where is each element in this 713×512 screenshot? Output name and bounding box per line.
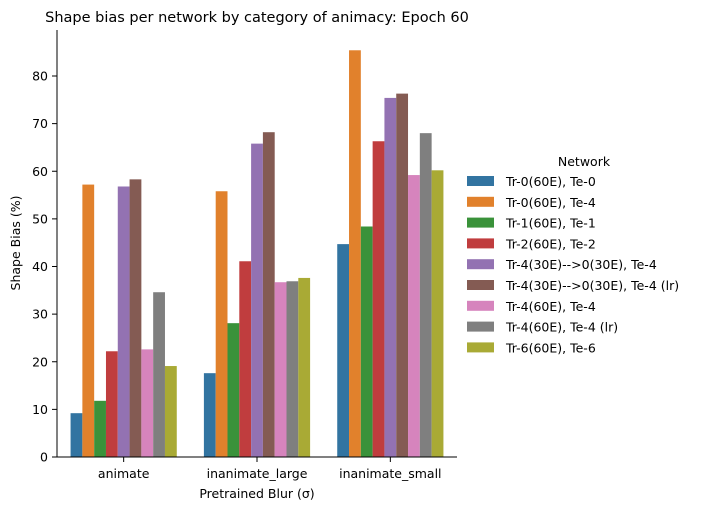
bar-animate-5 xyxy=(117,186,130,458)
bar-inanimate_large-1 xyxy=(203,373,216,457)
y-tick-label: 10 xyxy=(32,402,48,417)
legend-swatch xyxy=(467,259,494,270)
legend-swatch xyxy=(467,321,494,332)
bar-animate-9 xyxy=(164,366,177,457)
legend-items: Tr-0(60E), Te-0 Tr-0(60E), Te-4 Tr-1(60E),… xyxy=(467,174,679,355)
legend: Network Tr-0(60E), Te-0Tr-0(60E), Te-4Tr… xyxy=(467,154,679,355)
bar-animate-1 xyxy=(70,413,83,457)
bar-inanimate_large-4 xyxy=(239,261,252,457)
bar-inanimate_large-7 xyxy=(274,282,287,457)
y-tick-label: 80 xyxy=(32,69,48,84)
y-tick-label: 40 xyxy=(32,259,48,274)
bar-animate-2 xyxy=(82,184,95,457)
bar-inanimate_small-9 xyxy=(431,170,444,458)
legend-swatch xyxy=(467,217,494,228)
bar-animate-7 xyxy=(141,349,154,457)
legend-label: Tr-4(30E)-->0(30E), Te-4 (lr) xyxy=(505,278,679,293)
legend-swatch xyxy=(467,196,494,207)
bar-animate-8 xyxy=(153,292,165,457)
y-tick-label: 30 xyxy=(32,307,48,322)
bars-layer xyxy=(70,50,444,458)
legend-swatch xyxy=(467,300,494,311)
bar-inanimate_small-5 xyxy=(384,97,397,457)
bar-inanimate_large-9 xyxy=(298,277,311,457)
y-axis-label: Shape Bias (%) xyxy=(8,196,23,291)
bar-inanimate_small-4 xyxy=(372,141,385,457)
y-tick-label: 20 xyxy=(32,354,48,369)
legend-swatch xyxy=(467,280,494,290)
x-tick-label: inanimate_large xyxy=(207,466,308,481)
bar-inanimate_large-3 xyxy=(227,323,240,457)
bar-inanimate_small-3 xyxy=(360,226,373,457)
legend-label: Tr-4(60E), Te-4 (lr) xyxy=(505,320,618,335)
bar-inanimate_small-7 xyxy=(408,175,420,457)
bar-inanimate_large-2 xyxy=(215,191,228,457)
bar-inanimate_small-1 xyxy=(337,244,350,457)
legend-title: Network xyxy=(558,154,611,169)
bar-animate-3 xyxy=(94,400,106,457)
y-tick-label: 0 xyxy=(40,450,48,465)
legend-label: Tr-0(60E), Te-4 xyxy=(505,195,596,210)
x-ticks: animate inanimate_large inanimate_small xyxy=(98,457,442,481)
bar-inanimate_large-8 xyxy=(286,281,299,457)
legend-swatch xyxy=(467,238,494,249)
bar-inanimate_small-6 xyxy=(396,93,409,458)
x-tick-label: inanimate_small xyxy=(339,466,441,481)
legend-label: Tr-2(60E), Te-2 xyxy=(505,236,596,251)
x-axis-label: Pretrained Blur (σ) xyxy=(199,486,314,501)
bar-inanimate_small-2 xyxy=(349,50,361,457)
chart-title: Shape bias per network by category of an… xyxy=(45,10,469,26)
y-tick-label: 70 xyxy=(32,116,48,131)
legend-swatch xyxy=(467,342,494,353)
legend-label: Tr-4(60E), Te-4 xyxy=(505,299,596,314)
legend-label: Tr-0(60E), Te-0 xyxy=(505,174,596,189)
legend-swatch xyxy=(467,176,494,186)
bar-animate-4 xyxy=(105,351,118,457)
legend-label: Tr-6(60E), Te-6 xyxy=(505,340,596,355)
bar-inanimate_small-8 xyxy=(419,133,432,457)
bar-inanimate_large-6 xyxy=(262,132,275,457)
bar-inanimate_large-5 xyxy=(251,143,263,457)
legend-label: Tr-1(60E), Te-1 xyxy=(505,216,596,231)
x-tick-label: animate xyxy=(98,466,150,481)
y-ticks: 0 10 20 30 40 50 60 70 80 xyxy=(32,69,57,465)
y-tick-label: 50 xyxy=(32,211,48,226)
bar-animate-6 xyxy=(129,179,142,457)
legend-label: Tr-4(30E)-->0(30E), Te-4 xyxy=(505,257,657,272)
y-tick-label: 60 xyxy=(32,164,48,179)
